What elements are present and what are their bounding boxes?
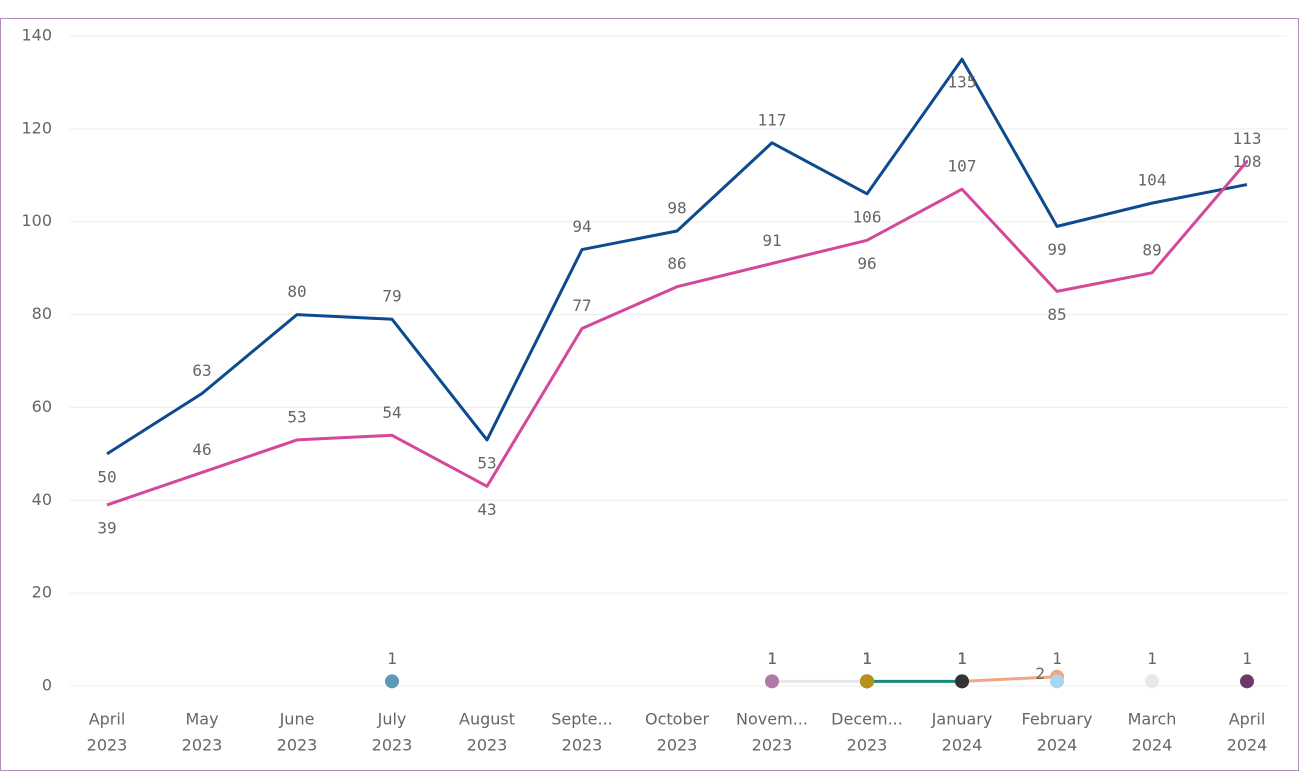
data-label: 113 — [1233, 129, 1262, 148]
y-tick-label: 140 — [21, 26, 52, 45]
x-tick-label: 2024 — [1132, 736, 1173, 755]
marker — [955, 674, 969, 689]
series-line — [106, 57, 1248, 456]
data-label: 46 — [192, 440, 211, 459]
y-tick-label: 100 — [21, 211, 52, 230]
data-label: 106 — [853, 207, 882, 226]
series-line — [106, 160, 1249, 507]
data-label: 99 — [1047, 240, 1066, 259]
x-tick-label: 2023 — [87, 736, 128, 755]
data-label: 86 — [667, 254, 686, 273]
x-tick-label: 2023 — [182, 736, 223, 755]
data-label: 1 — [957, 649, 967, 668]
data-label: 39 — [97, 518, 116, 537]
data-label: 50 — [97, 467, 116, 486]
data-label: 135 — [948, 73, 977, 92]
data-label: 91 — [762, 231, 781, 250]
y-tick-label: 40 — [32, 490, 52, 509]
data-label: 94 — [572, 217, 591, 236]
x-tick-label: 2023 — [277, 736, 318, 755]
data-label: 77 — [572, 296, 591, 315]
marker — [1145, 674, 1159, 689]
data-label: 63 — [192, 361, 211, 380]
x-tick-label: 2023 — [562, 736, 603, 755]
x-tick-label: April — [89, 710, 126, 729]
y-tick-label: 0 — [42, 676, 52, 695]
data-label: 54 — [382, 403, 401, 422]
data-label: 80 — [287, 282, 306, 301]
series-line — [961, 675, 1058, 683]
data-label: 96 — [857, 254, 876, 273]
data-label: 79 — [382, 287, 401, 306]
x-tick-label: 2024 — [1037, 736, 1078, 755]
data-label: 117 — [758, 110, 787, 129]
x-tick-label: February — [1022, 710, 1093, 729]
y-tick-label: 20 — [32, 583, 52, 602]
x-tick-label: 2024 — [942, 736, 983, 755]
x-tick-label: Decem... — [831, 710, 903, 729]
marker — [1050, 674, 1064, 689]
data-label: 104 — [1138, 171, 1167, 190]
data-label: 1 — [957, 649, 967, 668]
x-tick-label: October — [645, 710, 709, 729]
data-label: 1 — [1242, 649, 1252, 668]
x-tick-label: 2023 — [657, 736, 698, 755]
x-tick-label: 2023 — [752, 736, 793, 755]
x-tick-label: 2023 — [847, 736, 888, 755]
x-tick-label: Septe... — [551, 710, 613, 729]
marker — [765, 674, 779, 689]
y-tick-label: 60 — [32, 397, 52, 416]
data-label: 107 — [948, 157, 977, 176]
data-label: 1 — [862, 649, 872, 668]
data-label: 89 — [1142, 240, 1161, 259]
data-label: 98 — [667, 199, 686, 218]
x-tick-label: Novem... — [736, 710, 808, 729]
data-label: 53 — [287, 407, 306, 426]
x-tick-label: May — [185, 710, 218, 729]
x-tick-label: July — [377, 710, 407, 729]
data-label: 1 — [1147, 649, 1157, 668]
data-label: 1 — [862, 649, 872, 668]
data-label: 53 — [477, 453, 496, 472]
data-label: 1 — [957, 649, 967, 668]
marker — [860, 674, 874, 689]
data-label: 1 — [862, 649, 872, 668]
marker — [385, 674, 399, 689]
frame — [0, 18, 1299, 771]
data-label: 2 — [1035, 664, 1045, 683]
data-label: 1 — [1052, 649, 1062, 668]
data-label: 1 — [387, 649, 397, 668]
data-label: 1 — [862, 649, 872, 668]
x-tick-label: April — [1229, 710, 1266, 729]
x-tick-label: June — [279, 710, 315, 729]
x-tick-label: January — [931, 710, 993, 729]
data-label: 1 — [767, 649, 777, 668]
x-tick-label: 2024 — [1227, 736, 1268, 755]
marker — [1240, 674, 1254, 689]
data-label: 1 — [767, 649, 777, 668]
y-tick-label: 120 — [21, 118, 52, 137]
data-label: 85 — [1047, 305, 1066, 324]
data-label: 43 — [477, 500, 496, 519]
y-tick-label: 80 — [32, 304, 52, 323]
x-tick-label: 2023 — [467, 736, 508, 755]
x-tick-label: 2023 — [372, 736, 413, 755]
x-tick-label: August — [459, 710, 515, 729]
x-tick-label: March — [1128, 710, 1177, 729]
